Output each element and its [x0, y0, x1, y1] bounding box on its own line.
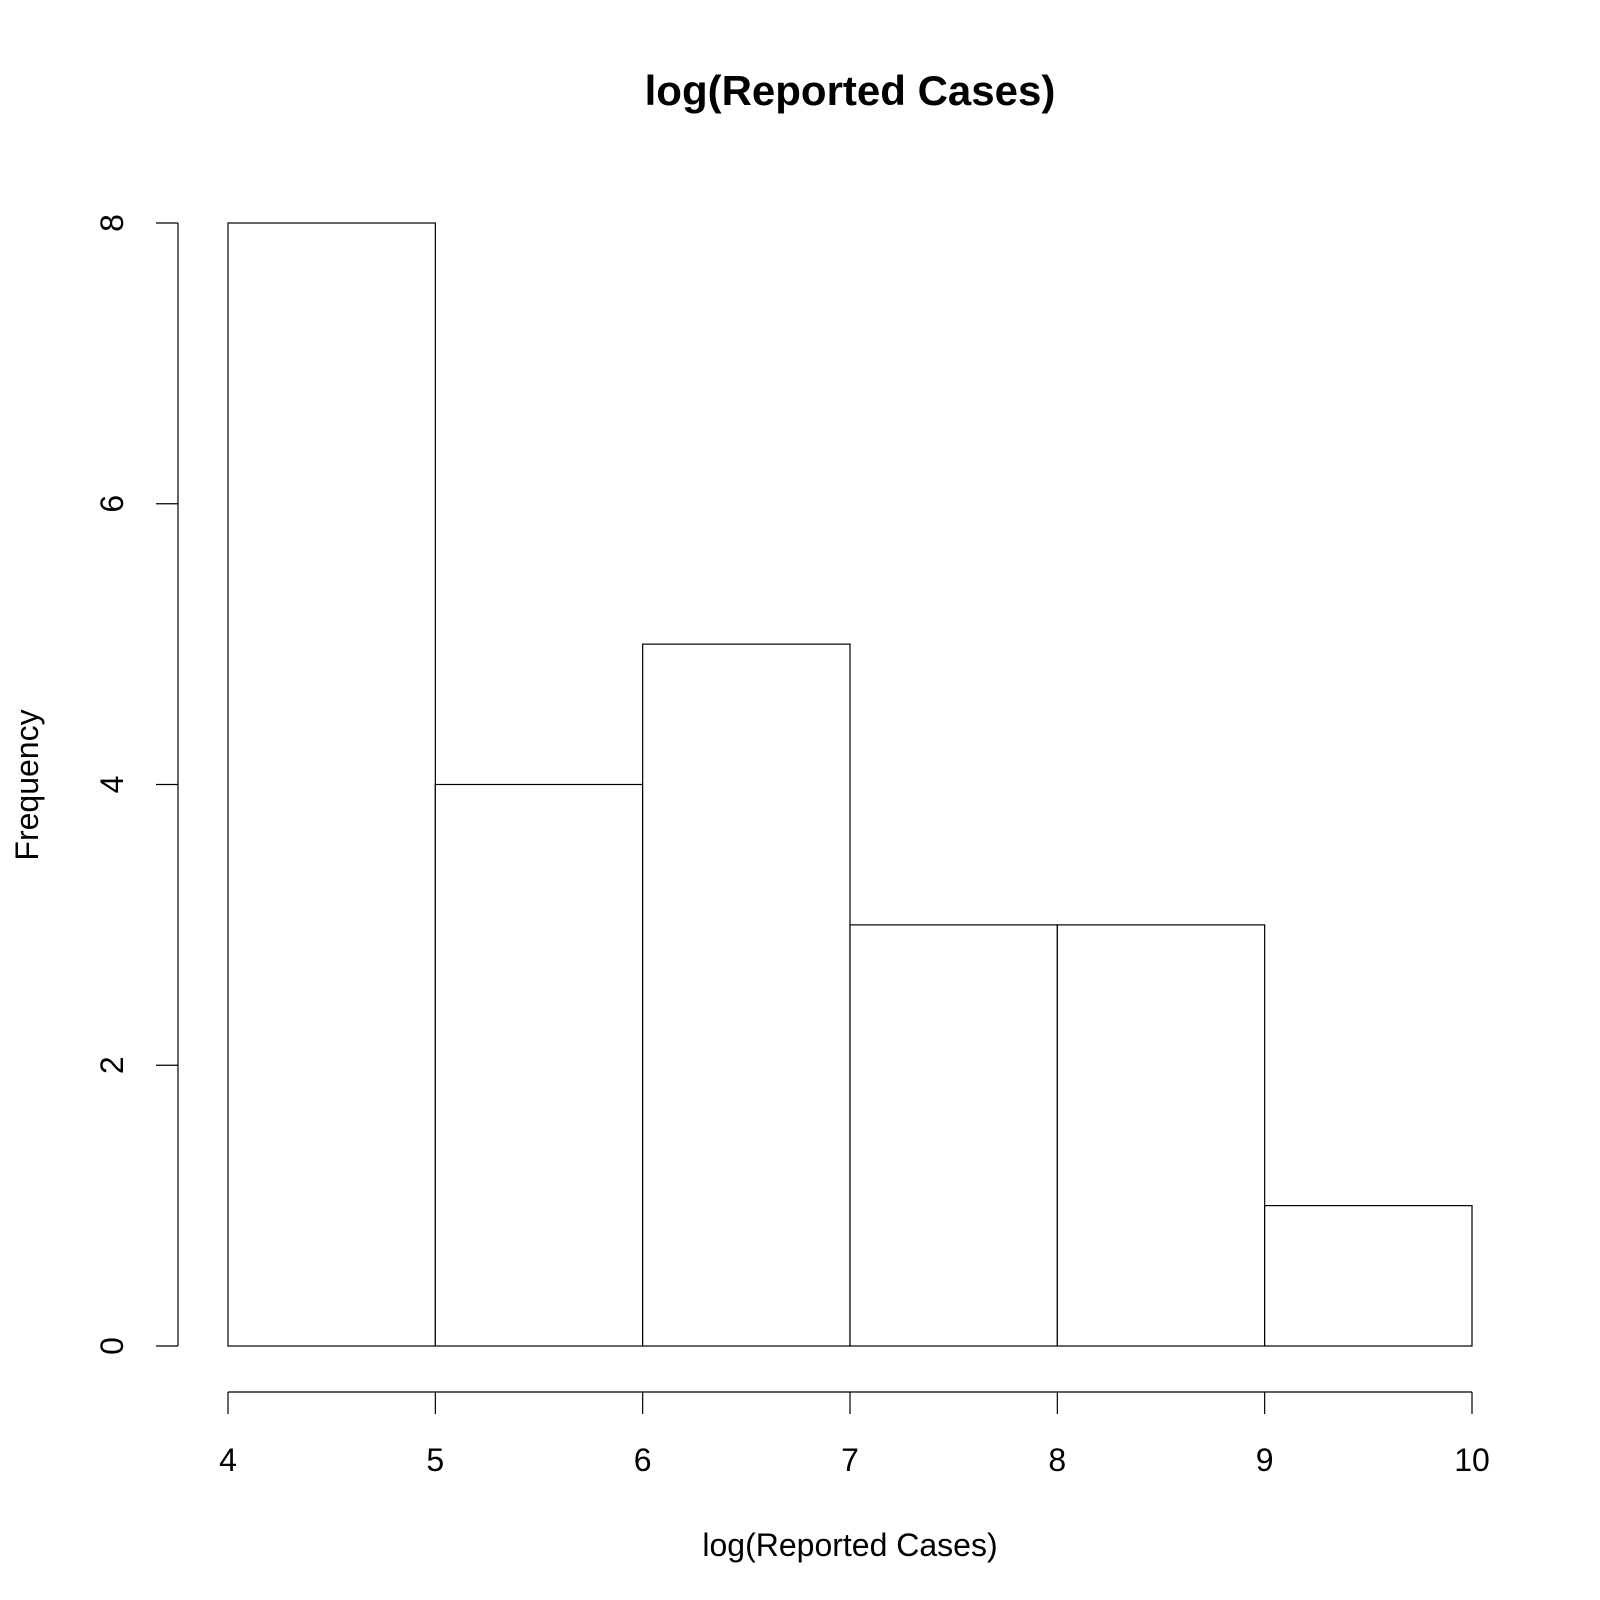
x-tick-label-10: 10: [1454, 1442, 1490, 1478]
x-tick-label-8: 8: [1048, 1442, 1066, 1478]
histogram-bar-4: [849, 924, 1058, 1347]
y-tick-label-0: 0: [94, 1337, 130, 1355]
y-axis: 0 2 4 6 8: [94, 214, 179, 1355]
y-tick-label-4: 4: [94, 776, 130, 794]
y-tick-label-8: 8: [94, 214, 130, 232]
y-tick-label-6: 6: [94, 495, 130, 513]
y-axis-title: Frequency: [9, 709, 45, 860]
histogram-bar-3: [642, 643, 851, 1347]
x-tick-label-6: 6: [634, 1442, 652, 1478]
x-tick-label-5: 5: [426, 1442, 444, 1478]
bars-group: [227, 222, 1473, 1347]
histogram-bar-6: [1264, 1205, 1473, 1347]
x-tick-label-7: 7: [841, 1442, 859, 1478]
histogram-bar-2: [434, 783, 644, 1347]
histogram-bar-5: [1056, 924, 1266, 1347]
y-tick-label-2: 2: [94, 1056, 130, 1074]
x-axis: 4 5 6 7 8 9 10: [219, 1391, 1490, 1478]
x-axis-title: log(Reported Cases): [702, 1527, 997, 1563]
x-tick-label-9: 9: [1256, 1442, 1274, 1478]
histogram-bar-1: [227, 222, 436, 1347]
chart-title: log(Reported Cases): [645, 67, 1056, 114]
x-tick-label-4: 4: [219, 1442, 237, 1478]
